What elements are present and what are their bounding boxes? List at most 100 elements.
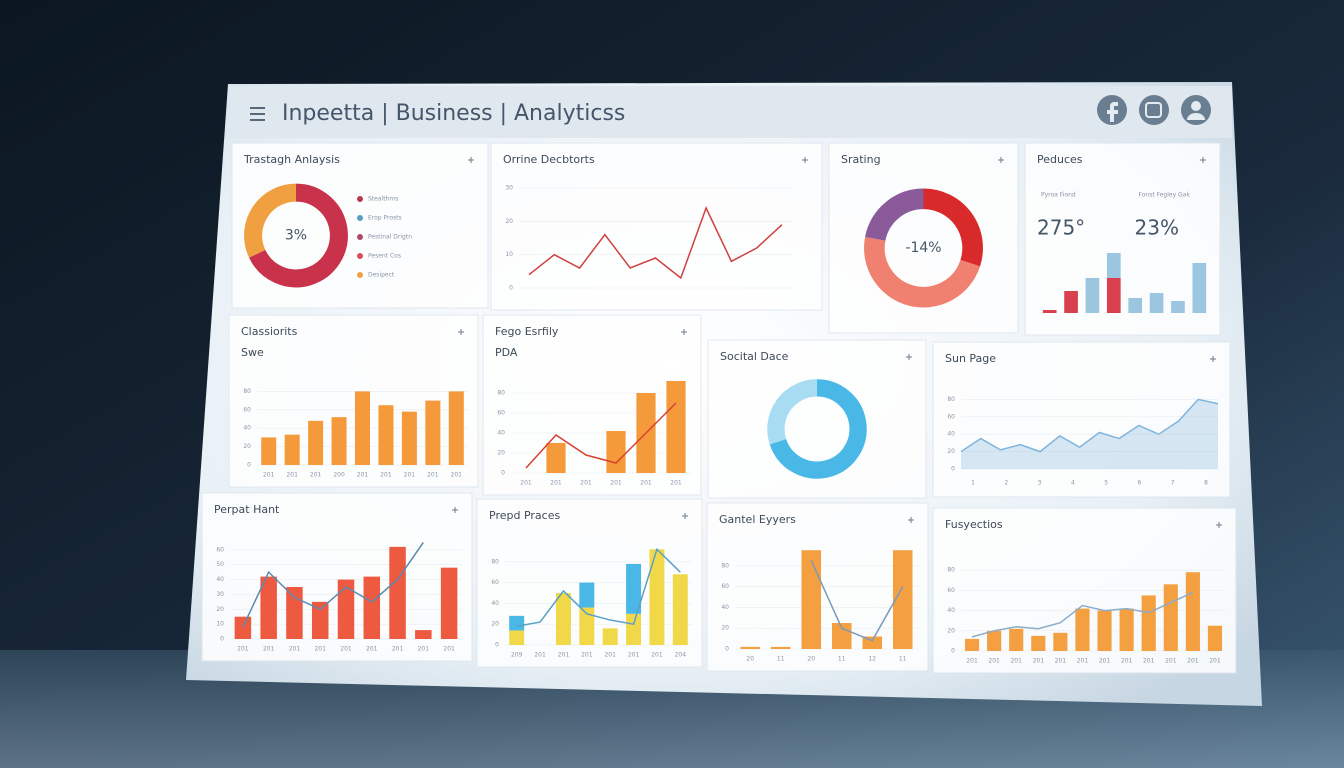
panel-menu-icon[interactable] [682, 513, 688, 519]
bar [1192, 263, 1207, 313]
x-tick-label: 201 [651, 652, 663, 659]
bar [337, 579, 355, 639]
x-tick-label: 201 [263, 472, 275, 479]
bar [389, 546, 406, 639]
bar [1075, 608, 1090, 651]
legend-swatch [357, 253, 363, 259]
kpi-value: 23% [1135, 216, 1179, 240]
panel-menu-icon[interactable] [802, 157, 808, 163]
x-tick-label: 201 [418, 646, 430, 653]
x-tick-label: 11 [899, 656, 907, 663]
x-tick-label: 201 [640, 480, 652, 487]
bar [415, 630, 432, 639]
x-tick-label: 204 [675, 652, 687, 659]
panel-menu-icon[interactable] [468, 157, 474, 163]
legend-swatch [357, 272, 363, 278]
donut-segment [244, 183, 297, 258]
x-tick-label: 201 [289, 646, 301, 653]
x-tick-label: 201 [1010, 658, 1022, 665]
x-tick-label: 7 [1171, 480, 1175, 487]
y-tick-label: 40 [491, 600, 499, 607]
bar [440, 567, 458, 639]
y-tick-label: 80 [721, 562, 729, 569]
x-tick-label: 201 [966, 658, 978, 665]
panel-title: Classiorits [241, 325, 298, 338]
bar [1053, 632, 1068, 651]
y-tick-label: 80 [491, 558, 499, 565]
panel [1024, 142, 1221, 336]
panel-title: Gantel Eyyers [719, 513, 796, 526]
y-tick-label: 80 [243, 388, 251, 395]
panel-title: Fego Esrfily [495, 325, 559, 338]
y-tick-label: 60 [491, 579, 499, 586]
x-tick-label: 20 [746, 656, 754, 663]
x-tick-label: 201 [670, 480, 682, 487]
y-tick-label: 60 [947, 587, 955, 594]
panel-title: Socital Dace [720, 350, 789, 363]
bar [1128, 298, 1143, 313]
bar [1042, 310, 1057, 313]
panel-menu-icon[interactable] [998, 157, 1004, 163]
y-tick-label: 40 [721, 604, 729, 611]
x-tick-label: 201 [237, 646, 249, 653]
panel-title: Perpat Hant [214, 503, 280, 516]
bar [1097, 610, 1112, 651]
y-tick-label: 0 [509, 285, 513, 292]
x-tick-label: 201 [263, 646, 275, 653]
bar [1207, 625, 1223, 651]
panel-menu-icon[interactable] [1216, 522, 1222, 528]
bar [579, 582, 595, 608]
panel-menu-icon[interactable] [452, 507, 458, 513]
x-tick-label: 201 [610, 480, 622, 487]
bar [579, 607, 595, 645]
bar [354, 391, 371, 465]
bar [260, 576, 277, 639]
y-tick-label: 20 [216, 606, 224, 613]
bar [331, 417, 347, 465]
bar [311, 601, 329, 639]
bar [626, 613, 642, 645]
y-tick-label: 60 [497, 410, 505, 417]
header-icons[interactable] [1097, 95, 1211, 125]
panel-title: Fusyectios [945, 518, 1003, 531]
x-tick-label: 11 [777, 656, 785, 663]
panel-menu-icon[interactable] [1210, 356, 1216, 362]
y-tick-label: 50 [216, 561, 224, 568]
panel-menu-icon[interactable] [906, 354, 912, 360]
menu-icon[interactable] [250, 107, 265, 121]
bar [606, 431, 626, 473]
x-tick-label: 201 [988, 658, 1000, 665]
y-tick-label: 20 [721, 625, 729, 632]
panel-menu-icon[interactable] [1200, 157, 1206, 163]
y-tick-label: 10 [505, 251, 513, 258]
panel-menu-icon[interactable] [458, 329, 464, 335]
x-tick-label: 201 [1033, 658, 1045, 665]
x-tick-label: 201 [1143, 658, 1155, 665]
donut-segment [864, 236, 981, 308]
x-tick-label: 201 [1121, 658, 1133, 665]
panel [490, 142, 823, 311]
trend-line [516, 547, 681, 628]
bar [509, 630, 525, 645]
panel-title: Srating [841, 153, 881, 166]
legend-label: Stealthms [368, 196, 398, 203]
x-tick-label: 201 [404, 472, 416, 479]
x-tick-label: 201 [443, 646, 455, 653]
legend-swatch [357, 215, 363, 221]
donut-segment [865, 188, 925, 242]
bar [1119, 608, 1134, 651]
y-tick-label: 20 [491, 621, 499, 628]
panel-menu-icon[interactable] [681, 329, 687, 335]
legend-label: Erop Prosts [368, 215, 402, 222]
panel-menu-icon[interactable] [908, 517, 914, 523]
x-tick-label: 201 [628, 652, 640, 659]
panel-subtitle: Swe [241, 346, 264, 359]
legend-swatch [357, 196, 363, 202]
y-tick-label: 0 [725, 646, 729, 653]
x-tick-label: 209 [511, 652, 523, 659]
donut-segment [922, 188, 983, 267]
bar [770, 646, 791, 649]
y-tick-label: 30 [216, 591, 224, 598]
bar [1106, 253, 1121, 278]
